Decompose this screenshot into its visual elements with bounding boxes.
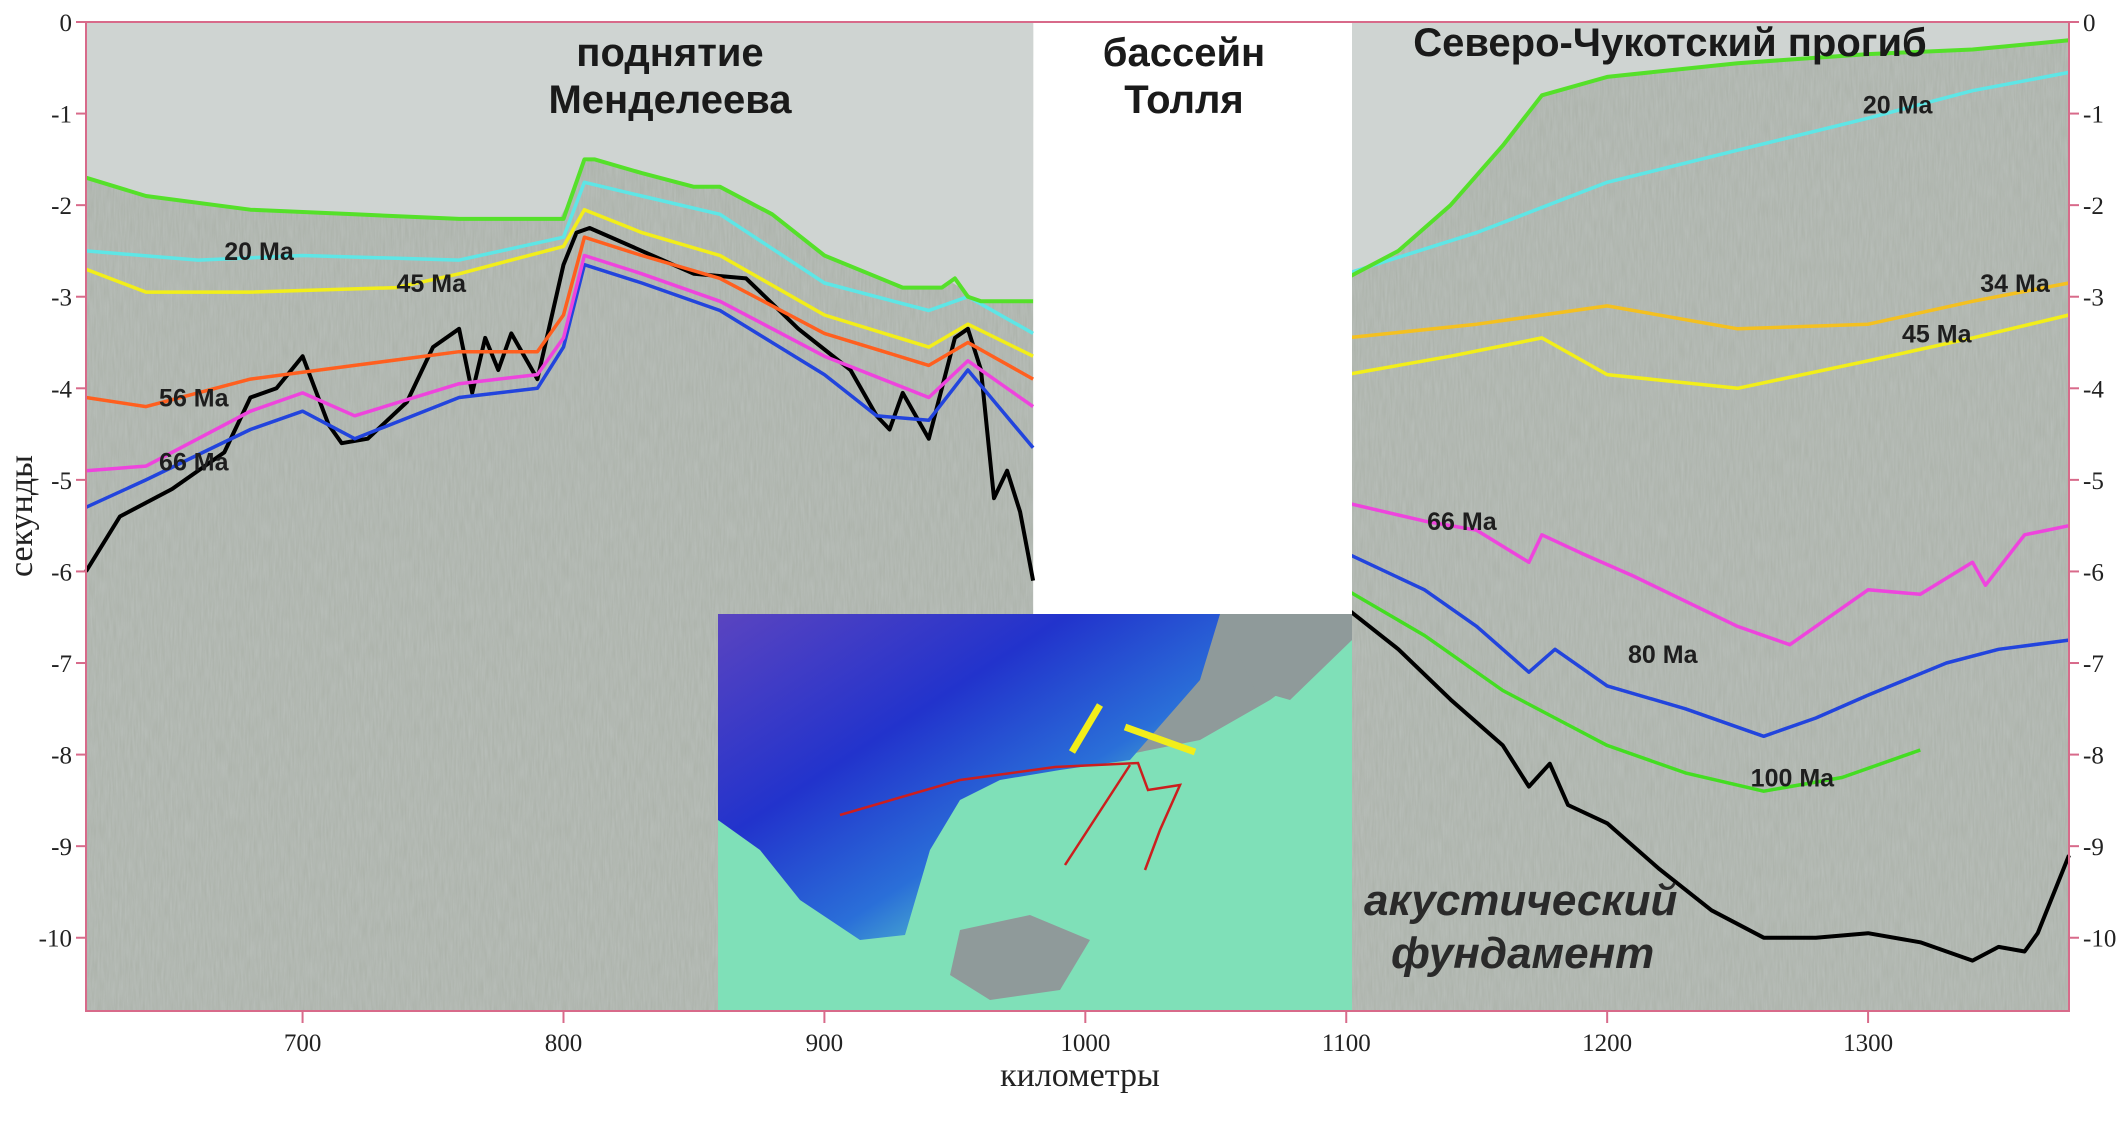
horizon-lines: [84, 38, 2071, 963]
y-tick-label-right: -10: [2083, 926, 2116, 953]
y-tick-label-left: -6: [51, 559, 72, 586]
toll-basin-title-line-2: Толля: [1124, 78, 1244, 122]
horizon-80-ma-left: [85, 262, 1035, 509]
horizon-100-ma-right: [1345, 588, 1921, 793]
age-label-66-ma-left: 66 Ma: [159, 449, 230, 477]
age-label-34-ma-right: 34 Ma: [1980, 270, 2051, 298]
y-tick-label-right: -2: [2083, 193, 2104, 220]
y-tick-label-right: -1: [2083, 102, 2104, 129]
x-tick-label: 1100: [1322, 1030, 1371, 1057]
x-axis-title: километры: [1000, 1057, 1160, 1094]
y-tick-label-right: -9: [2083, 834, 2104, 861]
y-tick-label-right: -4: [2083, 376, 2104, 403]
y-tick-label-right: -6: [2083, 559, 2104, 586]
north-chukchi-trough-title: Северо-Чукотский прогиб: [1413, 21, 1927, 65]
age-label-80-ma-right: 80 Ma: [1628, 641, 1699, 669]
y-axis-title: секунды: [3, 455, 40, 577]
horizon-basement-left: [84, 226, 1036, 581]
toll-basin-title-line-1: бассейн: [1103, 31, 1265, 75]
location-map-inset: [718, 614, 1352, 1011]
horizon-56-ma-left: [85, 235, 1034, 409]
x-tick-label: 1000: [1060, 1030, 1110, 1057]
x-tick-label: 1200: [1582, 1030, 1632, 1057]
horizon-45-ma-right: [1345, 313, 2070, 391]
x-tick-label: 1300: [1843, 1030, 1893, 1057]
horizon-seafloor-right: [1345, 38, 2070, 281]
y-tick-label-left: -7: [51, 651, 72, 678]
horizon-66-ma-left: [85, 253, 1035, 473]
age-label-66-ma-right: 66 Ma: [1427, 508, 1498, 536]
y-tick-label-right: 0: [2083, 10, 2096, 37]
mendeleev-rise-title-line-2: Менделеева: [548, 78, 792, 122]
horizon-20-ma-left: [85, 180, 1034, 335]
horizon-45-ma-left: [85, 207, 1034, 358]
y-tick-label-left: -5: [51, 468, 72, 495]
y-tick-label-left: -3: [51, 285, 72, 312]
horizon-basement-right: [1344, 606, 2071, 963]
mendeleev-rise-title-line-1: поднятие: [576, 31, 763, 75]
map-profile-line: [839, 761, 1183, 871]
map-land-coast: [950, 915, 1090, 1000]
y-tick-label-right: -3: [2083, 285, 2104, 312]
y-tick-label-left: -4: [51, 376, 72, 403]
y-tick-label-left: -9: [51, 834, 72, 861]
map-deep-basin: [718, 614, 1220, 940]
y-tick-label-left: -10: [39, 926, 72, 953]
y-tick-label-left: -2: [51, 193, 72, 220]
y-tick-label-left: 0: [60, 10, 73, 37]
y-tick-label-right: -7: [2083, 651, 2104, 678]
y-tick-label-right: -5: [2083, 468, 2104, 495]
y-axis: 0 0 -1 -1 -2 -2 -3 -3 -4 -4 -5 -5 -6 -6 -7 -7 -8 -8 -9 -9 -1…: [39, 10, 2117, 953]
age-label-45-ma-right: 45 Ma: [1902, 321, 1973, 349]
age-label-45-ma-left: 45 Ma: [396, 270, 467, 298]
horizon-66-ma-right: [1345, 501, 2070, 647]
x-tick-label: 900: [806, 1030, 844, 1057]
map-land-wrangel: [1220, 614, 1352, 700]
y-tick-label-left: -8: [51, 743, 72, 770]
seismic-panels: [86, 22, 2069, 1011]
y-tick-label-left: -1: [51, 102, 72, 129]
x-tick-label: 700: [284, 1030, 322, 1057]
horizon-20-ma-right: [1345, 70, 2070, 276]
x-tick-label: 800: [545, 1030, 583, 1057]
age-label-56-ma-left: 56 Ma: [159, 385, 230, 413]
age-label-20-ma-right: 20 Ma: [1863, 92, 1934, 120]
horizon-seafloor-left: [85, 157, 1034, 304]
horizon-34-ma-right: [1346, 281, 2070, 340]
toll-basin-blank-area: [1041, 22, 1352, 615]
age-label-20-ma-left: 20 Ma: [224, 238, 295, 266]
acoustic-basement-label-line-1: акустический: [1364, 876, 1678, 925]
x-axis: 700 800 900 1000 1100 1200 1300: [284, 1011, 1893, 1057]
y-tick-label-right: -8: [2083, 743, 2104, 770]
acoustic-basement-label-line-2: фундамент: [1391, 929, 1654, 978]
water-column-right: [1346, 22, 2069, 279]
plot-frame: [85, 21, 2070, 1012]
horizon-80-ma-right: [1345, 551, 2070, 739]
age-label-100-ma-right: 100 Ma: [1751, 765, 1835, 793]
map-profile-segment-highlight: [1068, 703, 1197, 756]
